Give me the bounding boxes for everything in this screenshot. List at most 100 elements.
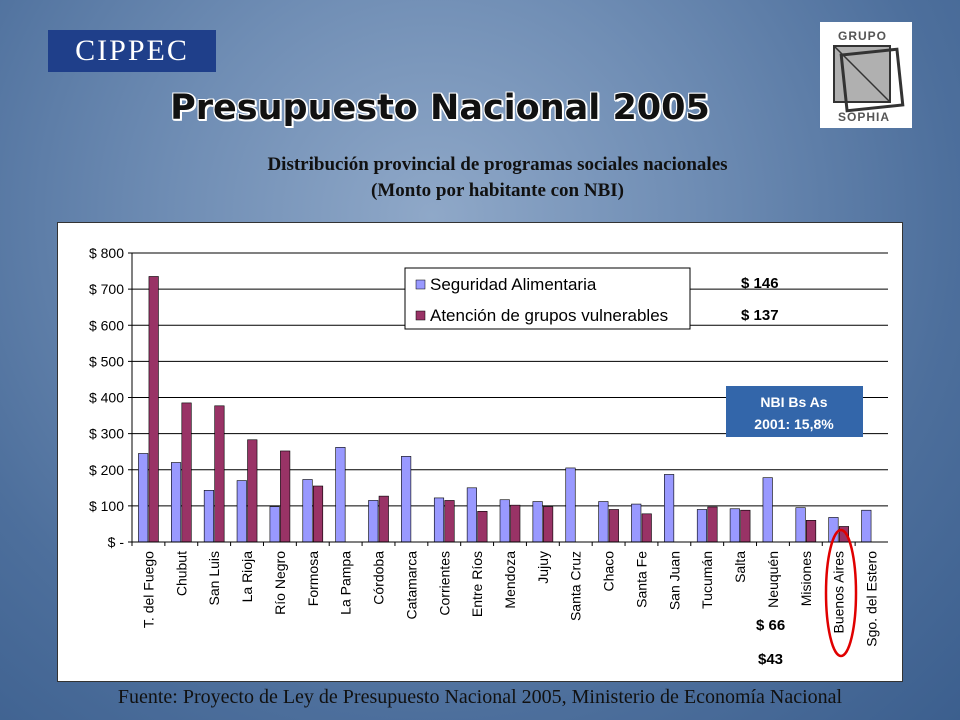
x-tick-label: Neuquén: [765, 551, 781, 608]
bar-seguridad-alimentaria: [335, 447, 346, 543]
y-tick-label: $ -: [108, 534, 125, 550]
bar-seguridad-alimentaria: [762, 477, 773, 543]
bar-seguridad-alimentaria: [664, 474, 675, 543]
x-tick-label: Sgo. del Estero: [864, 551, 880, 647]
bar-seguridad-alimentaria: [795, 507, 806, 543]
source-footnote: Fuente: Proyecto de Ley de Presupuesto N…: [117, 686, 843, 708]
bar-atencion-grupos: [280, 450, 291, 543]
grupo-sophia-logo-graphic: GRUPO SOPHIA: [833, 29, 905, 124]
bar-seguridad-alimentaria: [203, 490, 214, 543]
bar-atencion-grupos: [247, 439, 258, 543]
bar-atencion-grupos: [641, 513, 652, 543]
bars-layer: [138, 276, 872, 543]
bar-seguridad-alimentaria: [532, 501, 543, 543]
y-tick-label: $ 200: [89, 462, 124, 478]
x-tick-label: Corrientes: [436, 551, 452, 616]
bar-seguridad-alimentaria: [269, 506, 280, 543]
grid-layer: [132, 252, 888, 507]
logo-text-bottom: SOPHIA: [838, 110, 890, 124]
logo-square-front: [839, 47, 905, 113]
bar-chart: $ - $ 100 $ 200 $ 300 $ 400 $ 500 $ 600 $ 700 $ …: [89, 245, 888, 668]
x-tick-label: Mendoza: [502, 551, 518, 609]
bar-seguridad-alimentaria: [236, 480, 247, 543]
bar-seguridad-alimentaria: [729, 508, 740, 543]
y-tick-label: $ 700: [89, 281, 124, 297]
x-tick-label: Salta: [732, 551, 748, 583]
legend-swatch-seguridad: [415, 279, 426, 290]
annotation-43: $43: [758, 651, 783, 668]
y-tick-label: $ 600: [89, 317, 124, 333]
x-tick-label: Misiones: [798, 551, 814, 606]
bar-atencion-grupos: [312, 485, 324, 543]
bar-atencion-grupos: [378, 495, 389, 543]
cippec-logo-text: CIPPEC: [75, 34, 189, 67]
bar-atencion-grupos: [148, 276, 159, 543]
x-tick-label: Entre Ríos: [469, 551, 485, 617]
nbi-callout-box: [726, 386, 863, 437]
bar-seguridad-alimentaria: [138, 453, 149, 543]
page-subtitle-line1: Distribución provincial de programas soc…: [267, 154, 728, 175]
y-tick-label: $ 100: [89, 498, 124, 514]
x-tick-label: Chubut: [173, 551, 189, 596]
bar-seguridad-alimentaria: [565, 467, 576, 543]
x-tick-label: San Luis: [206, 551, 222, 605]
y-tick-label: $ 300: [89, 426, 124, 442]
bar-atencion-grupos: [806, 520, 817, 543]
x-tick-label: Chaco: [601, 551, 617, 592]
legend: Seguridad Alimentaria Atención de grupos…: [404, 267, 691, 330]
bar-seguridad-alimentaria: [302, 479, 313, 543]
annotation-146: $ 146: [741, 275, 779, 292]
x-tick-label: Santa Fe: [633, 551, 649, 608]
x-tick-label: Jujuy: [535, 551, 551, 584]
nbi-callout-line1: NBI Bs As: [760, 394, 827, 410]
nbi-callout-line2: 2001: 15,8%: [754, 416, 834, 432]
bar-atencion-grupos: [510, 504, 521, 543]
x-tick-label: San Juan: [666, 551, 682, 610]
y-tick-label: $ 800: [89, 245, 124, 261]
bar-atencion-grupos: [707, 506, 718, 543]
x-tick-label: Córdoba: [371, 551, 387, 605]
bar-atencion-grupos: [181, 402, 192, 543]
bar-atencion-grupos: [608, 509, 619, 543]
bar-atencion-grupos: [444, 500, 455, 543]
bar-seguridad-alimentaria: [598, 501, 609, 543]
chart-container: $ - $ 100 $ 200 $ 300 $ 400 $ 500 $ 600 $ 700 $ …: [57, 222, 903, 682]
bar-seguridad-alimentaria: [696, 509, 708, 543]
x-tick-label: Formosa: [305, 551, 321, 606]
bar-atencion-grupos: [477, 510, 488, 543]
x-tick-label: La Rioja: [239, 551, 255, 603]
x-tick-label: Santa Cruz: [568, 551, 584, 621]
x-tick-label: Buenos Aires: [831, 551, 847, 634]
legend-label-seguridad: Seguridad Alimentaria: [430, 275, 597, 294]
x-tick-label: Tucumán: [699, 551, 715, 609]
legend-box: [404, 267, 691, 330]
x-tick-label: La Pampa: [338, 551, 354, 615]
legend-label-atencion: Atención de grupos vulnerables: [430, 306, 668, 325]
buenos-aires-highlight-ellipse: [824, 528, 858, 658]
bar-seguridad-alimentaria: [401, 456, 412, 543]
bar-atencion-grupos: [543, 506, 554, 543]
grupo-sophia-logo: GRUPO SOPHIA: [820, 22, 912, 128]
cippec-logo: CIPPEC: [48, 30, 216, 72]
bar-seguridad-alimentaria: [466, 487, 477, 543]
bar-atencion-grupos: [214, 405, 225, 543]
bar-seguridad-alimentaria: [499, 499, 510, 543]
y-tick-label: $ 500: [89, 353, 124, 369]
logo-text-top: GRUPO: [838, 29, 887, 43]
annotation-137: $ 137: [741, 307, 779, 324]
page-title: Presupuesto Nacional 2005: [170, 88, 710, 128]
bar-seguridad-alimentaria: [171, 462, 182, 543]
legend-swatch-atencion: [415, 310, 426, 321]
page-subtitle-line2: (Monto por habitante con NBI): [371, 180, 624, 201]
axis-layer: $ - $ 100 $ 200 $ 300 $ 400 $ 500 $ 600 $ 700 $ …: [89, 245, 888, 647]
logo-diagonal: [833, 45, 891, 103]
bar-atencion-grupos: [740, 509, 751, 543]
bar-seguridad-alimentaria: [433, 497, 445, 543]
y-tick-label: $ 400: [89, 390, 124, 406]
bar-seguridad-alimentaria: [631, 503, 642, 543]
x-tick-label: Catamarca: [403, 551, 419, 620]
x-tick-label: Río Negro: [272, 551, 288, 615]
x-tick-label: T. del Fuego: [140, 551, 156, 628]
bar-seguridad-alimentaria: [861, 509, 872, 543]
bar-seguridad-alimentaria: [368, 500, 379, 543]
